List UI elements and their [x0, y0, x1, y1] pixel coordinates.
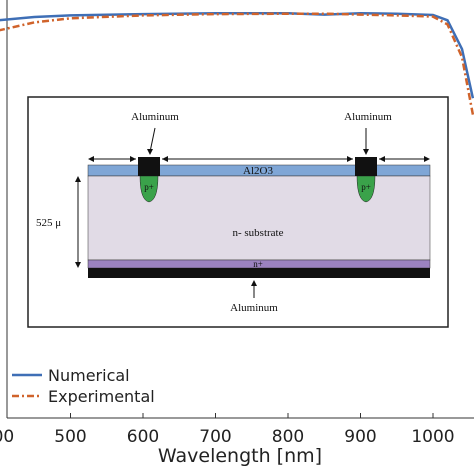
inset-label: n- substrate — [232, 227, 283, 239]
x-tick-label: 1000 — [411, 427, 454, 447]
x-tick-label: 800 — [272, 427, 304, 447]
inset-label: Aluminum — [344, 111, 392, 123]
substrate — [87, 175, 431, 261]
front-contact — [355, 157, 377, 176]
x-tick-label: 700 — [199, 427, 231, 447]
inset-label: Al2O3 — [243, 165, 273, 177]
p-region — [139, 175, 159, 203]
legend: Numerical Experimental — [12, 366, 155, 406]
back-contact — [88, 268, 430, 278]
inset-label: p+ — [144, 182, 154, 192]
x-tick-label: 900 — [344, 427, 376, 447]
inset-label: Aluminum — [131, 111, 179, 123]
inset-label: 525 μ — [36, 217, 61, 229]
front-contact — [138, 157, 160, 176]
line-series — [0, 12, 474, 115]
line-series — [0, 12, 474, 99]
inset-label: Aluminum — [230, 302, 278, 314]
inset-label: n+ — [253, 259, 263, 269]
legend-label: Numerical — [48, 366, 130, 385]
x-tick-label: 600 — [127, 427, 159, 447]
x-tick-label: 500 — [54, 427, 86, 447]
legend-label: Experimental — [48, 387, 155, 406]
inset-label: p+ — [361, 182, 371, 192]
x-tick-label: 400 — [0, 427, 14, 447]
x-axis-label: Wavelength [nm] — [158, 445, 322, 467]
p-region — [356, 175, 376, 203]
inset: Aluminum Aluminum Aluminum Al2O3 p+ p+ n… — [27, 96, 449, 328]
